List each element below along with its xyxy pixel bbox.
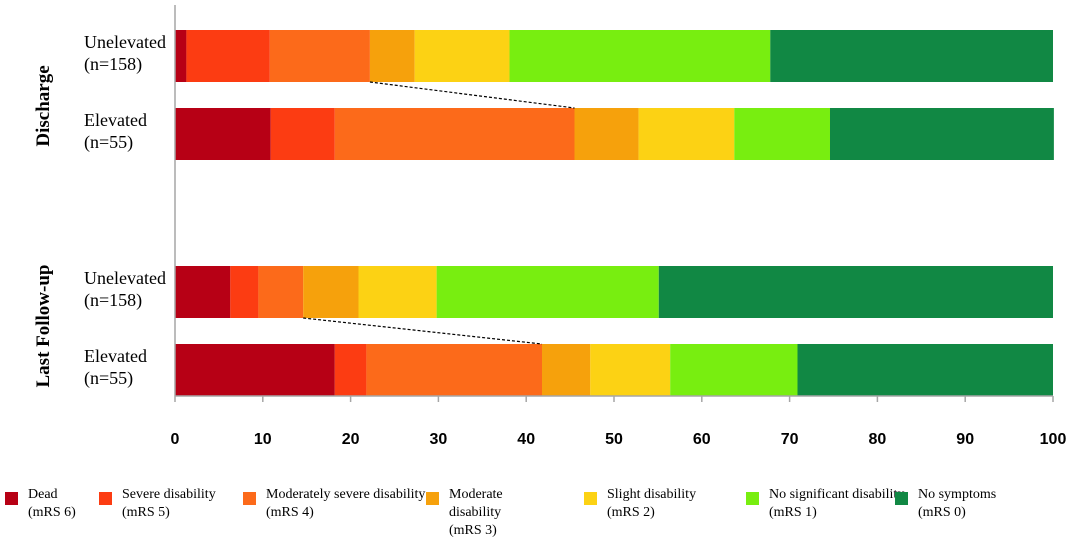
x-tick-label: 60 [693,431,711,448]
bar-segment [369,30,415,82]
legend-label-line3: (mRS 3) [449,523,497,538]
x-tick-label: 40 [517,431,535,448]
x-tick-label: 50 [605,431,623,448]
legend-label-line2: (mRS 0) [918,505,966,520]
legend-swatch [426,492,439,505]
x-tick-label: 90 [956,431,974,448]
legend-label-line2: disability [449,505,501,520]
legend-label: Slight disability (mRS 2) [607,487,696,520]
x-tick-label: 70 [781,431,799,448]
row-label-line1: Unelevated [84,32,166,52]
legend-label: No significant disability (mRS 1) [769,487,904,520]
row-label: Unelevated (n=158) [84,268,166,311]
legend-swatch [5,492,18,505]
legend-layer: Dead (mRS 6) Severe disability (mRS 5) Moder… [5,487,996,538]
row-label-line2: (n=158) [84,290,142,311]
connectors-layer [303,81,575,345]
x-tick-label: 80 [869,431,887,448]
legend-label-line1: Severe disability [122,487,216,502]
bar-segment [366,344,542,396]
group-label: Last Follow-up [33,265,54,388]
bar-segment [509,30,771,82]
bar-segment [303,266,359,318]
legend-label-line1: No symptoms [918,487,996,502]
bar-segment [414,30,510,82]
bar-segment [542,344,591,396]
legend-label: Severe disability (mRS 5) [122,487,216,520]
bar-segment [658,266,1053,318]
bar-segment [670,344,798,396]
legend-label-line2: (mRS 1) [769,505,817,520]
labels-layer: Unelevated (n=158)Elevated (n=55)Discharge… [33,32,166,389]
row-label-line2: (n=158) [84,54,142,75]
legend-swatch [584,492,597,505]
row-label-line2: (n=55) [84,132,133,153]
bar-segment [175,30,187,82]
x-tick-label: 20 [342,431,360,448]
bar-segment [770,30,1053,82]
bar-segment [175,266,231,318]
legend-label-line1: Moderate [449,487,503,502]
bar-segment [186,30,270,82]
legend-swatch [746,492,759,505]
row-label-line1: Unelevated [84,268,166,288]
bar-segment [436,266,659,318]
legend-label-line2: (mRS 6) [28,505,76,520]
bar-segment [829,108,1054,160]
x-tick-label: 30 [430,431,448,448]
legend-label-line1: Slight disability [607,487,696,502]
legend-label-line1: Dead [28,487,58,502]
bar-segment [734,108,830,160]
bar-segment [590,344,671,396]
legend-label: Dead (mRS 6) [28,487,76,520]
legend-label-line2: (mRS 4) [266,505,314,520]
row-label: Elevated (n=55) [84,346,147,389]
legend-label-line2: (mRS 5) [122,505,170,520]
bar-segment [358,266,437,318]
bar-segment [334,108,575,160]
row-label: Unelevated (n=158) [84,32,166,75]
bar-segment [175,108,271,160]
bar-segment [334,344,367,396]
bar-segment [175,344,335,396]
bar-segment [797,344,1053,396]
legend-label-line2: (mRS 2) [607,505,655,520]
x-tick-label: 0 [171,431,180,448]
legend-swatch [895,492,908,505]
row-label-line1: Elevated [84,110,147,130]
group-label: Discharge [33,65,54,146]
legend-label-line1: No significant disability [769,487,904,502]
legend-label: Moderately severe disability (mRS 4) [266,487,425,520]
x-tick-label: 10 [254,431,272,448]
bar-segment [270,108,335,160]
row-label-line1: Elevated [84,346,147,366]
row-label-line2: (n=55) [84,368,133,389]
connector-line [369,81,575,109]
bar-segment [230,266,259,318]
connector-line [303,317,543,345]
bars-layer [175,30,1054,396]
bar-segment [258,266,304,318]
row-label: Elevated (n=55) [84,110,147,153]
legend-label: No symptoms (mRS 0) [918,487,996,520]
legend-swatch [243,492,256,505]
bar-segment [574,108,639,160]
axis-layer: 0 10 20 30 40 50 60 70 80 90 100 [171,5,1067,448]
legend-label-line1: Moderately severe disability [266,487,425,502]
legend-swatch [99,492,112,505]
legend-label: Moderate disability (mRS 3) [449,487,503,538]
x-tick-label: 100 [1040,431,1067,448]
bar-segment [269,30,370,82]
bar-segment [638,108,735,160]
